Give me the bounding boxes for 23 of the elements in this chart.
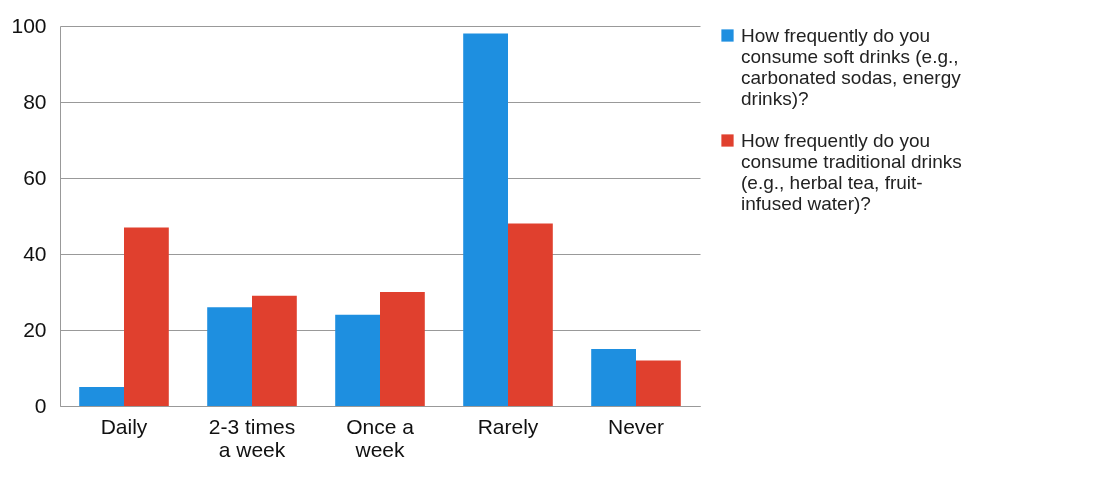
x-tick-label: Never: [607, 414, 665, 438]
legend-label: How frequently do you consume soft drinks (e.g., carbonated sodas, energy drinks)?: [741, 24, 962, 109]
y-tick-label: 0: [34, 393, 47, 417]
x-tick-label: 2-3 times a week: [208, 414, 296, 461]
bar: [380, 292, 425, 406]
bar: [463, 33, 508, 406]
x-tick-label: Daily: [100, 414, 148, 438]
y-tick-label: 20: [23, 317, 47, 341]
legend-label: How frequently do you consume traditional drinks (e.g., herbal tea, fruit-infused water)?: [741, 129, 962, 214]
y-tick-label: 60: [23, 165, 47, 189]
y-tick-label: 100: [11, 13, 47, 37]
bar: [591, 349, 636, 406]
bar: [124, 227, 169, 406]
bar: [79, 387, 124, 406]
x-tick-label: Once a week: [346, 414, 415, 461]
bar: [252, 295, 297, 406]
y-tick-label: 80: [23, 89, 47, 113]
x-tick-label: Rarely: [477, 414, 539, 438]
y-tick-label: 40: [23, 241, 47, 265]
bar: [207, 307, 252, 406]
bar: [335, 314, 380, 406]
bar: [636, 360, 681, 406]
bar: [508, 223, 553, 406]
